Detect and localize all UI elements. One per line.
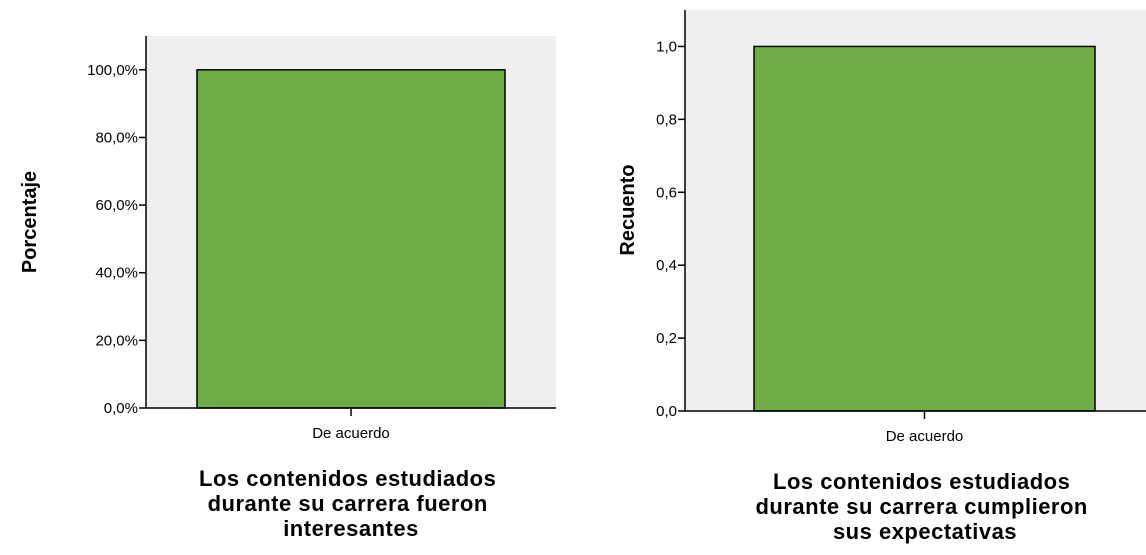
chart-title-line: sus expectativas — [833, 519, 1017, 544]
chart-title: Los contenidos estudiados durante su car… — [755, 469, 1094, 544]
y-tick-label: 0,0% — [104, 400, 138, 417]
bar — [753, 45, 1096, 412]
x-tick-label: De acuerdo — [312, 425, 390, 442]
y-tick-label: 40,0% — [95, 265, 138, 282]
chart-porcentaje: De acuerdo 0,0% 20,0% 40,0% 60,0% 80,0% 100,0… — [19, 36, 556, 541]
chart-title: Los contenidos estudiados durante su car… — [199, 466, 503, 541]
chart-title-line: Los contenidos estudiados — [199, 466, 496, 491]
x-tick-label: De acuerdo — [886, 428, 964, 445]
y-tick-label: 0,0 — [656, 403, 677, 420]
chart-title-line: Los contenidos estudiados — [773, 469, 1070, 494]
bar — [196, 69, 506, 409]
y-tick-label: 80,0% — [95, 129, 138, 146]
chart-title-line: interesantes — [283, 516, 419, 541]
y-tick-label: 20,0% — [95, 332, 138, 349]
y-tick-label: 0,6 — [656, 184, 677, 201]
y-tick-label: 0,8 — [656, 111, 677, 128]
y-tick-label: 1,0 — [656, 38, 677, 55]
y-axis-title: Porcentaje — [19, 171, 41, 273]
y-tick-label: 0,4 — [656, 257, 677, 274]
y-tick-label: 60,0% — [95, 197, 138, 214]
chart-recuento: De acuerdo 0,0 0,2 0,4 0,6 0,8 1,0 Recuento L… — [617, 10, 1146, 544]
chart-title-line: durante su carrera cumplieron — [755, 494, 1087, 519]
chart-title-line: durante su carrera fueron — [208, 491, 488, 516]
y-axis-title: Recuento — [617, 164, 639, 255]
y-tick-label: 0,2 — [656, 330, 677, 347]
y-tick-label: 100,0% — [87, 62, 138, 79]
